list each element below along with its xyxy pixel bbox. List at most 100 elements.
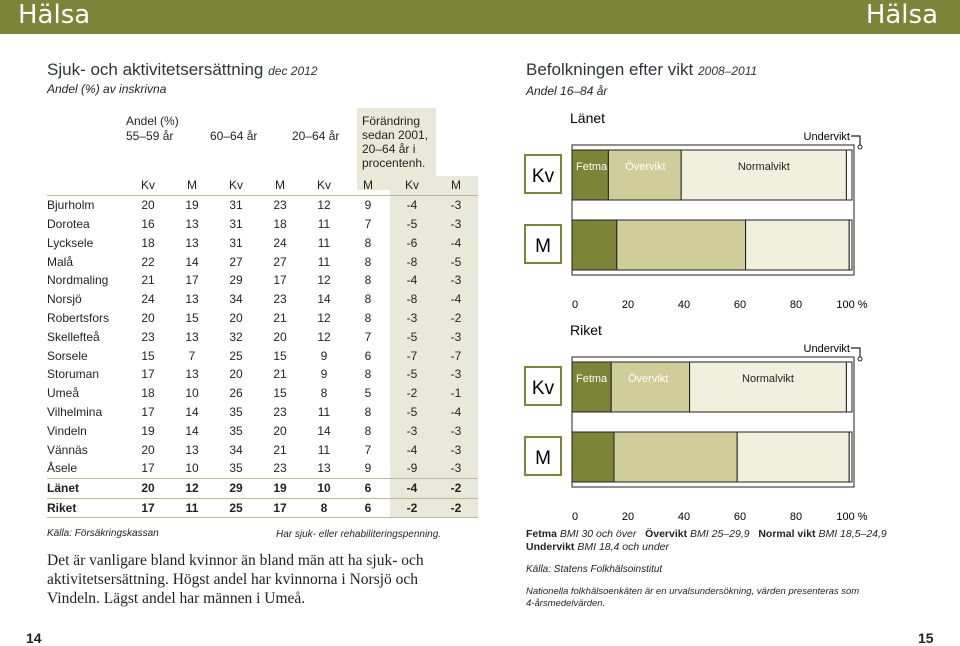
bar-undervikt-m: [848, 431, 853, 483]
row-value: 20: [141, 442, 155, 457]
row-value: 35: [229, 423, 243, 438]
x-tick-label: 0: [572, 511, 578, 523]
table-row: Bjurholm 20 19 31 23 12 9 -4 -3: [47, 195, 478, 215]
row-value: 24: [141, 292, 155, 307]
row-value: 10: [185, 386, 199, 401]
row-value: 11: [317, 404, 331, 419]
row-value: 7: [364, 216, 372, 231]
row-value: 15: [273, 348, 287, 363]
change-header-line: sedan 2001,: [362, 128, 429, 142]
table-row: Vännäs 20 13 34 21 11 7 -4 -3: [47, 440, 478, 459]
row-name: Storuman: [47, 367, 100, 382]
header-band: [0, 0, 960, 34]
chart-title: Länet: [570, 110, 605, 126]
row-value: -4: [434, 402, 478, 422]
row-value: -9: [390, 458, 434, 479]
row-value: 31: [229, 198, 243, 213]
table-row: Dorotea 16 13 31 18 11 7 -5 -3: [47, 214, 478, 234]
right-title-text: Befolkningen efter vikt: [526, 60, 694, 79]
row-value: 31: [229, 216, 243, 231]
row-name: Länet: [47, 478, 126, 499]
row-name: Sorsele: [47, 348, 88, 363]
undervikt-leader: [851, 135, 861, 145]
category-label-kv: Kv: [532, 166, 555, 187]
bar-övervikt-m: [613, 431, 738, 483]
row-value: 8: [364, 292, 372, 307]
table-row: Länet 20 12 29 19 10 6 -4 -2: [47, 478, 478, 499]
row-value: 8: [364, 254, 372, 269]
bar-fetma-kv: [571, 361, 612, 413]
row-value: -7: [390, 346, 434, 365]
row-value: 23: [273, 292, 287, 307]
row-value: 18: [273, 216, 287, 231]
row-value: 8: [364, 404, 372, 419]
row-value: 13: [185, 367, 199, 382]
category-box: [524, 366, 562, 406]
row-value: -3: [434, 214, 478, 234]
right-footnote: Nationella folkhälsoenkäten är en urvals…: [526, 586, 860, 609]
left-title-date: dec 2012: [268, 64, 318, 78]
row-value: 20: [126, 478, 170, 499]
change-header-line: 20–64 år i: [362, 142, 416, 156]
row-value: 7: [188, 348, 196, 363]
row-value: 25: [214, 498, 258, 519]
table-row: Vilhelmina 17 14 35 23 11 8 -5 -4: [47, 402, 478, 422]
legend-line-2: Undervikt BMI 18,4 och under: [526, 541, 669, 553]
row-value: 15: [185, 310, 199, 325]
row-value: 17: [126, 458, 170, 479]
x-tick-label: 40: [678, 511, 690, 523]
row-value: 12: [317, 310, 331, 325]
row-value: 18: [141, 386, 155, 401]
left-section-title: Sjuk- och aktivitetsersättning dec 2012: [47, 60, 318, 80]
row-value: 17: [258, 498, 302, 519]
table-row: Nordmaling 21 17 29 17 12 8 -4 -3: [47, 270, 478, 290]
row-value: -4: [434, 289, 478, 309]
right-section-title: Befolkningen efter vikt 2008–2011: [526, 60, 757, 80]
row-value: 21: [273, 367, 287, 382]
undervikt-leader: [851, 347, 861, 357]
row-value: -5: [390, 364, 434, 384]
series-label-fetma: Fetma: [576, 373, 608, 385]
row-name: Vilhelmina: [47, 404, 103, 419]
row-value: 34: [229, 292, 243, 307]
row-value: 17: [273, 273, 287, 288]
sex-header: M: [434, 176, 478, 196]
row-value: 11: [317, 235, 331, 250]
row-value: 9: [320, 367, 328, 382]
row-value: -1: [434, 383, 478, 403]
table-row: Norsjö 24 13 34 23 14 8 -8 -4: [47, 289, 478, 309]
bar-övervikt-kv: [607, 149, 682, 201]
series-label-normalvikt: Normalvikt: [738, 161, 790, 173]
row-value: 20: [141, 198, 155, 213]
row-value: 12: [170, 478, 214, 499]
bar-fetma-m: [571, 431, 615, 483]
row-value: -3: [434, 458, 478, 479]
bar-normalvikt-m: [745, 219, 850, 271]
row-value: 24: [273, 235, 287, 250]
row-value: 13: [185, 329, 199, 344]
bar-undervikt-m: [848, 219, 853, 271]
series-label-undervikt: Undervikt: [804, 131, 850, 143]
row-value: 27: [229, 254, 243, 269]
row-value: -3: [390, 308, 434, 328]
row-value: 6: [346, 498, 390, 519]
row-value: 14: [317, 292, 331, 307]
table-row: Sorsele 15 7 25 15 9 6 -7 -7: [47, 346, 478, 365]
row-value: 17: [141, 404, 155, 419]
row-value: 9: [346, 458, 390, 479]
row-value: -7: [434, 346, 478, 365]
row-value: 23: [273, 404, 287, 419]
bar-normalvikt-m: [736, 431, 850, 483]
category-box: [524, 436, 562, 476]
row-value: 17: [126, 498, 170, 519]
category-box: [524, 224, 562, 264]
undervikt-marker: [857, 356, 863, 362]
row-value: 8: [364, 423, 372, 438]
row-value: 8: [364, 273, 372, 288]
row-name: Robertsfors: [47, 310, 110, 325]
row-value: 17: [185, 273, 199, 288]
table-row: Åsele 17 10 35 23 13 9 -9 -3: [47, 458, 478, 479]
chart-title: Riket: [570, 322, 602, 338]
weight-charts: Länet Kv M Fetma Övervikt Normalvikt Undervikt…: [524, 110, 868, 523]
sex-header: M: [170, 176, 214, 196]
